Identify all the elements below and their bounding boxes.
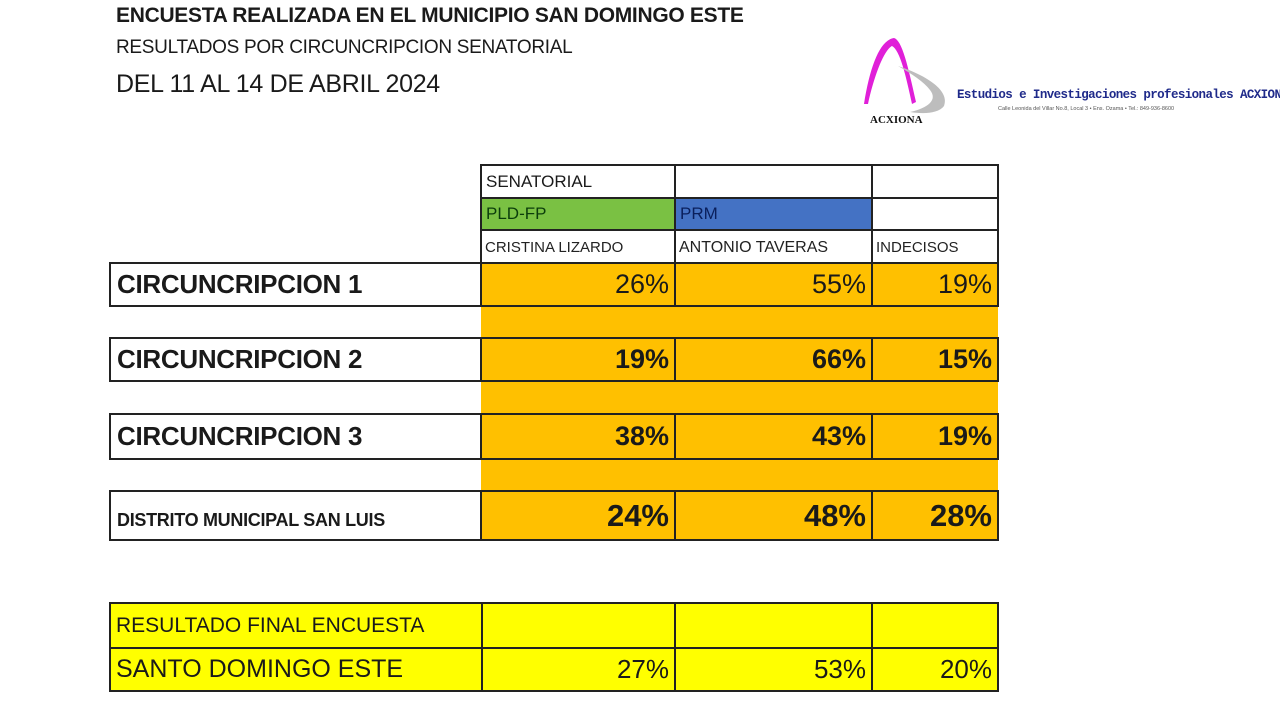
final-value-indecisos: 20% (871, 647, 999, 692)
party-blank (871, 197, 999, 231)
candidate-indecisos: INDECISOS (871, 229, 999, 264)
row-label: CIRCUNCRIPCION 1 (109, 262, 483, 307)
final-title: RESULTADO FINAL ENCUESTA (109, 602, 483, 649)
row-label: CIRCUNCRIPCION 3 (109, 413, 483, 460)
logo-name: ACXIONA (870, 114, 923, 126)
page-subtitle: RESULTADOS POR CIRCUNCRIPCION SENATORIAL (116, 37, 573, 58)
party-pld-fp: PLD-FP (480, 197, 676, 231)
value-indecisos: 19% (871, 262, 999, 307)
value-antonio: 43% (674, 413, 873, 460)
value-indecisos: 19% (871, 413, 999, 460)
value-cristina: 38% (480, 413, 676, 460)
row-label: CIRCUNCRIPCION 2 (109, 337, 483, 382)
value-cristina: 24% (480, 490, 676, 541)
spacer-band (481, 381, 998, 414)
survey-dates: DEL 11 AL 14 DE ABRIL 2024 (116, 70, 440, 98)
party-prm: PRM (674, 197, 873, 231)
final-blank-cell (481, 602, 676, 649)
acxiona-swoosh-logo-icon (864, 38, 945, 114)
final-value-cristina: 27% (481, 647, 676, 692)
final-value-antonio: 53% (674, 647, 873, 692)
value-antonio: 66% (674, 337, 873, 382)
value-indecisos: 15% (871, 337, 999, 382)
value-indecisos: 28% (871, 490, 999, 541)
header-blank-cell (674, 164, 873, 199)
firm-name: Estudios e Investigaciones profesionales… (957, 88, 1280, 102)
final-location: SANTO DOMINGO ESTE (109, 647, 483, 692)
spacer-band (481, 458, 998, 491)
header-blank-cell (871, 164, 999, 199)
value-antonio: 55% (674, 262, 873, 307)
value-antonio: 48% (674, 490, 873, 541)
candidate-antonio-taveras: ANTONIO TAVERAS (674, 229, 873, 264)
value-cristina: 26% (480, 262, 676, 307)
final-blank-cell (871, 602, 999, 649)
candidate-cristina-lizardo: CRISTINA LIZARDO (480, 229, 676, 264)
final-blank-cell (674, 602, 873, 649)
section-label-cell: SENATORIAL (480, 164, 676, 199)
row-label: DISTRITO MUNICIPAL SAN LUIS (109, 490, 483, 541)
spacer-band (481, 305, 998, 338)
firm-address: Calle Leonida del Villar No.8, Local 3 •… (998, 106, 1175, 112)
value-cristina: 19% (480, 337, 676, 382)
page-title: ENCUESTA REALIZADA EN EL MUNICIPIO SAN D… (116, 4, 744, 27)
